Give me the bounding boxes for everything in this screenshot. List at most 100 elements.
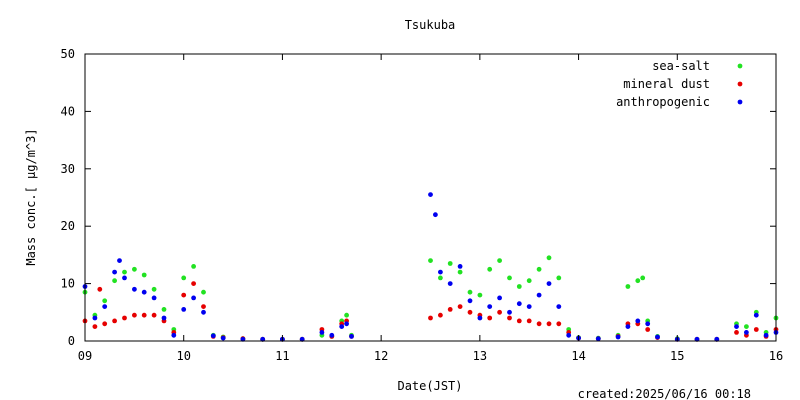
data-point [447, 281, 453, 286]
data-point [753, 327, 759, 332]
data-point [516, 301, 522, 307]
data-point [536, 321, 542, 327]
x-tick-label: 16 [769, 349, 783, 363]
data-point [507, 309, 512, 315]
data-point [487, 266, 493, 272]
data-point [595, 336, 601, 342]
data-point [477, 292, 483, 298]
data-point [102, 321, 108, 327]
data-point [191, 295, 197, 301]
data-point [467, 309, 473, 315]
data-point [734, 330, 739, 335]
data-point [201, 304, 206, 309]
data-point [141, 272, 147, 278]
y-axis-label: Mass conc.[ μg/m^3] [24, 128, 38, 265]
data-point [428, 192, 433, 198]
data-point [132, 312, 137, 318]
data-point [497, 295, 502, 301]
x-tick-label: 10 [176, 349, 190, 363]
data-point [744, 330, 749, 335]
data-point [141, 312, 147, 318]
data-point [344, 321, 349, 327]
x-tick-label: 13 [473, 349, 487, 363]
data-point [625, 324, 631, 329]
data-point [117, 258, 122, 263]
data-point [556, 304, 562, 309]
y-tick-label: 40 [61, 104, 75, 118]
data-point [102, 304, 108, 309]
data-point [151, 286, 157, 292]
data-point [477, 315, 483, 321]
data-point [447, 307, 453, 312]
data-point [635, 278, 641, 284]
data-point [433, 212, 438, 218]
data-point [546, 281, 552, 286]
data-points [82, 192, 779, 342]
y-tick-label: 10 [61, 277, 75, 291]
x-axis-label: Date(JST) [397, 379, 462, 393]
data-point [438, 269, 443, 275]
data-point [201, 309, 206, 315]
data-point [645, 327, 651, 332]
data-point [507, 315, 512, 321]
data-point [536, 266, 542, 272]
data-point [763, 332, 769, 338]
data-point [220, 335, 226, 341]
legend-marker [737, 63, 743, 69]
data-point [122, 269, 127, 275]
data-point [122, 275, 127, 281]
data-point [516, 318, 522, 324]
data-point [191, 264, 197, 269]
data-point [546, 321, 552, 327]
data-point [112, 269, 117, 275]
data-point [635, 318, 641, 324]
data-point [457, 264, 463, 269]
x-tick-label: 12 [374, 349, 388, 363]
legend-label: anthropogenic [616, 95, 710, 109]
data-point [112, 278, 117, 284]
data-point [141, 289, 147, 295]
data-point [132, 266, 137, 272]
data-point [201, 289, 206, 295]
series-mineral-dust [82, 281, 779, 342]
data-point [97, 286, 103, 292]
legend-label: sea-salt [652, 59, 710, 73]
data-point [487, 315, 493, 321]
data-point [556, 321, 562, 327]
data-point [507, 275, 512, 281]
data-point [92, 315, 98, 321]
data-point [516, 284, 522, 289]
data-point [428, 315, 433, 321]
data-point [181, 292, 187, 298]
y-tick-label: 0 [68, 334, 75, 348]
y-tick-label: 20 [61, 219, 75, 233]
data-point [655, 334, 660, 340]
created-timestamp: created:2025/06/16 00:18 [578, 387, 751, 400]
data-point [191, 281, 197, 286]
data-point [566, 332, 572, 338]
data-point [546, 255, 552, 261]
data-point [556, 275, 562, 281]
data-point [92, 324, 98, 329]
data-point [497, 309, 502, 315]
data-point [625, 284, 631, 289]
data-point [181, 275, 187, 281]
data-point [161, 307, 167, 312]
data-point [161, 315, 167, 321]
data-point [467, 298, 473, 304]
y-tick-label: 30 [61, 162, 75, 176]
data-point [744, 324, 749, 329]
series-sea-salt [82, 255, 779, 342]
data-point [122, 315, 127, 321]
data-point [497, 258, 502, 263]
data-point [457, 269, 463, 275]
data-point [132, 286, 137, 292]
legend-label: mineral dust [623, 77, 710, 91]
x-tick-label: 15 [670, 349, 684, 363]
plot-frame [84, 53, 777, 342]
x-tick-label: 14 [571, 349, 585, 363]
data-point [151, 295, 157, 301]
data-point [428, 258, 433, 263]
x-tick-label: 11 [275, 349, 289, 363]
